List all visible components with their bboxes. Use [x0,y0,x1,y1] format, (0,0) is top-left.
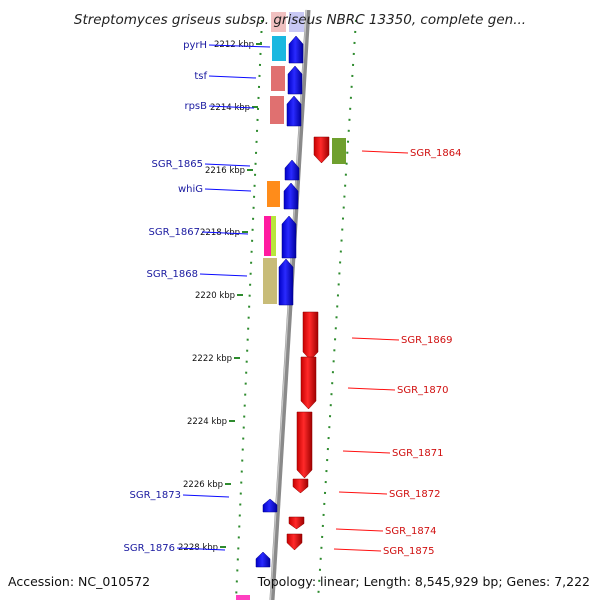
scale-tick-label: 2212 kbp [214,40,254,50]
forward-gene-leader-line [182,494,230,498]
forward-gene-arrow[interactable] [287,65,303,95]
faded-gene-top-left [271,12,286,32]
forward-gene-leader-line [201,231,249,235]
gene-block-lime[interactable] [271,216,276,256]
scale-tick-label: 2220 kbp [195,291,235,301]
gene-block-magenta[interactable] [264,216,271,256]
forward-gene-label[interactable]: rpsB [184,101,207,112]
reverse-gene-leader-line [338,491,388,495]
forward-gene-label[interactable]: whiG [178,184,203,195]
reverse-gene-leader-line [333,548,382,552]
forward-gene-arrow[interactable] [255,551,271,568]
forward-gene-label[interactable]: tsf [194,71,207,82]
gene-stub-bottom [236,595,250,600]
reverse-strand-genes: SGR_1864 SGR_1869 SGR_1870 SGR_1871 SGR_1872… [286,136,462,557]
reverse-gene-label[interactable]: SGR_1870 [397,385,449,396]
forward-gene-leader-line [176,547,226,551]
reverse-gene-arrow[interactable] [292,478,309,494]
forward-gene-label[interactable]: SGR_1868 [147,269,199,280]
forward-strand-genes: pyrH tsf rpsB SGR_1865 whiG SGR_1867 SGR_1868 S… [124,35,304,568]
forward-gene-arrow[interactable] [281,215,297,259]
scale-tick-label: 2222 kbp [192,354,232,364]
forward-gene-label[interactable]: SGR_1865 [152,159,204,170]
reverse-gene-arrow[interactable] [288,516,305,530]
genome-summary: Topology: linear; Length: 8,545,929 bp; … [257,574,590,589]
reverse-gene-label[interactable]: SGR_1872 [389,489,441,500]
reverse-gene-label[interactable]: SGR_1864 [410,148,462,159]
forward-gene-leader-line [199,273,248,277]
forward-gene-label[interactable]: SGR_1876 [124,543,176,554]
scale-tick-label: 2214 kbp [210,103,250,113]
forward-gene-arrow[interactable] [286,95,302,127]
accession-label: Accession: NC_010572 [8,574,150,589]
forward-gene-leader-line [208,105,255,109]
reverse-gene-arrow[interactable] [286,533,303,551]
gene-block-orange[interactable] [267,181,280,207]
reverse-gene-label[interactable]: SGR_1871 [392,448,444,459]
gene-block-cyan[interactable] [272,36,286,61]
gene-block-salmon-1[interactable] [271,66,285,91]
forward-gene-leader-line [204,163,251,167]
forward-gene-arrow[interactable] [283,182,299,210]
forward-gene-leader-line [204,188,252,192]
scale-tick-label: 2228 kbp [178,543,218,553]
reverse-gene-leader-line [335,528,384,532]
reverse-gene-leader-line [347,387,396,391]
forward-gene-arrow[interactable] [278,258,294,306]
gene-block-khaki[interactable] [263,258,277,304]
forward-gene-arrow[interactable] [284,159,300,181]
scale-tick-label: 2224 kbp [187,417,227,427]
forward-gene-leader-line [208,44,271,48]
right-dotted-guide [317,19,357,600]
reverse-gene-arrow[interactable] [300,356,317,410]
forward-gene-label[interactable]: SGR_1873 [130,490,182,501]
reverse-gene-label[interactable]: SGR_1869 [401,335,453,346]
gene-block-olive[interactable] [332,138,346,164]
reverse-gene-leader-line [342,450,391,454]
reverse-gene-label[interactable]: SGR_1875 [383,546,435,557]
scale-tick-label: 2216 kbp [205,166,245,176]
forward-gene-arrow[interactable] [288,35,304,64]
reverse-gene-arrow[interactable] [313,136,330,164]
map-title: Streptomyces griseus subsp. griseus NBRC… [74,12,526,28]
faded-gene-top-right [289,12,304,32]
reverse-gene-leader-line [351,337,400,341]
reverse-gene-arrow[interactable] [302,311,319,361]
forward-gene-label[interactable]: SGR_1867 [149,227,201,238]
gene-block-salmon-2[interactable] [270,96,284,124]
forward-gene-label[interactable]: pyrH [183,40,207,51]
reverse-gene-leader-line [361,150,409,154]
scale-tick-label: 2226 kbp [183,480,223,490]
forward-gene-arrow[interactable] [262,498,278,513]
gene-blocks [263,36,346,304]
forward-gene-leader-line [208,75,257,79]
reverse-gene-arrow[interactable] [296,411,313,479]
reverse-gene-label[interactable]: SGR_1874 [385,526,437,537]
